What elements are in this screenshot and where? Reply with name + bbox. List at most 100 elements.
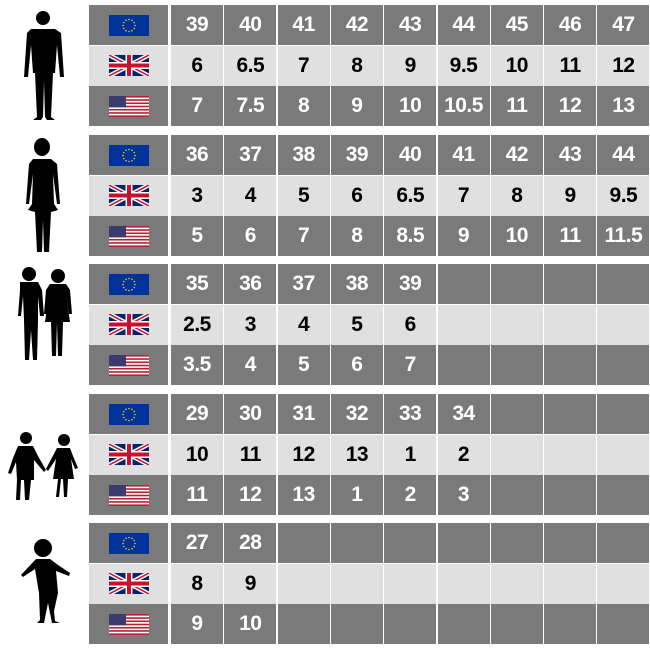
size-cell [437,345,490,385]
size-cell: 10 [490,216,543,256]
size-cell: 37 [224,135,277,175]
size-cell: 29 [171,394,223,434]
size-cell: 10 [224,604,277,644]
size-cell: 43 [544,135,597,175]
size-cell: 41 [277,5,330,45]
size-cell: 5 [171,216,223,256]
size-cell: 7 [277,216,330,256]
size-cell [490,304,543,345]
size-cell: 7 [437,175,490,216]
size-cell: 11 [171,475,223,515]
size-cell [544,264,597,304]
size-cell: 6 [171,45,223,86]
size-cell: 39 [171,5,223,45]
size-cell: 39 [330,135,383,175]
size-cell: 8 [330,45,383,86]
size-cell: 10.5 [437,86,490,126]
size-cell: 10 [490,45,543,86]
uk-flag-icon [89,434,168,475]
size-cell [490,523,543,563]
us-flag-icon [89,86,168,126]
size-cell: 5 [330,304,383,345]
eu-size-row: 39 40 41 42 43 44 45 46 47 [89,5,650,45]
us-flag-icon [89,604,168,644]
size-cell: 9 [330,86,383,126]
size-cell: 34 [437,394,490,434]
size-group: 39 40 41 42 43 44 45 46 47 6 6.5 7 8 9 9.5 10 11 12 7 7.5 8… [0,5,650,126]
size-cell [437,304,490,345]
size-cell [490,563,543,604]
size-cell [544,345,597,385]
size-cell: 6.5 [224,45,277,86]
size-cell: 1 [384,434,437,475]
size-cell: 41 [437,135,490,175]
size-cell: 12 [544,86,597,126]
size-cell: 5 [277,345,330,385]
size-cell: 6.5 [384,175,437,216]
size-cell [597,304,650,345]
uk-flag-icon [89,563,168,604]
uk-size-row: 2.5 3 4 5 6 [89,304,650,345]
uk-flag-icon [89,175,168,216]
size-cell: 5 [277,175,330,216]
size-cell [330,563,383,604]
size-group: 29 30 31 32 33 34 10 11 12 13 1 2 11 12 13 1 2 3 [0,394,650,515]
us-size-row: 5 6 7 8 8.5 9 10 11 11.5 [89,216,650,256]
size-cell [490,264,543,304]
kids-holding-hands-silhouette-icon [0,394,86,515]
man-silhouette-icon [0,5,86,126]
size-cell [437,563,490,604]
size-cell: 7 [384,345,437,385]
size-cell: 6 [330,175,383,216]
eu-size-row: 29 30 31 32 33 34 [89,394,650,434]
size-cell: 2.5 [171,304,223,345]
size-cell: 6 [224,216,277,256]
size-cell [597,264,650,304]
size-cell [490,345,543,385]
size-cell: 46 [544,5,597,45]
us-size-row: 9 10 [89,604,650,644]
size-cell: 28 [224,523,277,563]
size-cell: 43 [384,5,437,45]
size-cell: 36 [224,264,277,304]
uk-size-row: 10 11 12 13 1 2 [89,434,650,475]
size-cell: 11 [490,86,543,126]
size-cell [384,604,437,644]
size-cell [277,563,330,604]
us-size-row: 11 12 13 1 2 3 [89,475,650,515]
size-cell: 42 [490,135,543,175]
size-cell [437,604,490,644]
size-cell: 36 [171,135,223,175]
size-cell [544,475,597,515]
size-cell: 9 [544,175,597,216]
size-cell [384,523,437,563]
size-cell: 27 [171,523,223,563]
size-cell: 11 [224,434,277,475]
size-cell [330,604,383,644]
size-cell: 13 [277,475,330,515]
uk-size-row: 3 4 5 6 6.5 7 8 9 9.5 [89,175,650,216]
size-cell: 9 [224,563,277,604]
size-cell: 39 [384,264,437,304]
uk-flag-icon [89,304,168,345]
size-cell: 9 [437,216,490,256]
size-cell: 7 [277,45,330,86]
size-cell: 40 [224,5,277,45]
size-cell: 6 [330,345,383,385]
size-group: 27 28 8 9 9 10 [0,523,650,644]
size-cell: 31 [277,394,330,434]
size-cell [384,563,437,604]
us-flag-icon [89,345,168,385]
size-cell: 45 [490,5,543,45]
size-cell: 35 [171,264,223,304]
size-cell: 38 [330,264,383,304]
uk-size-row: 6 6.5 7 8 9 9.5 10 11 12 [89,45,650,86]
size-cell: 44 [437,5,490,45]
size-cell: 38 [277,135,330,175]
us-size-row: 7 7.5 8 9 10 10.5 11 12 13 [89,86,650,126]
size-cell [277,604,330,644]
size-cell: 11.5 [597,216,650,256]
size-cell: 40 [384,135,437,175]
size-cell: 13 [597,86,650,126]
eu-size-row: 36 37 38 39 40 41 42 43 44 [89,135,650,175]
